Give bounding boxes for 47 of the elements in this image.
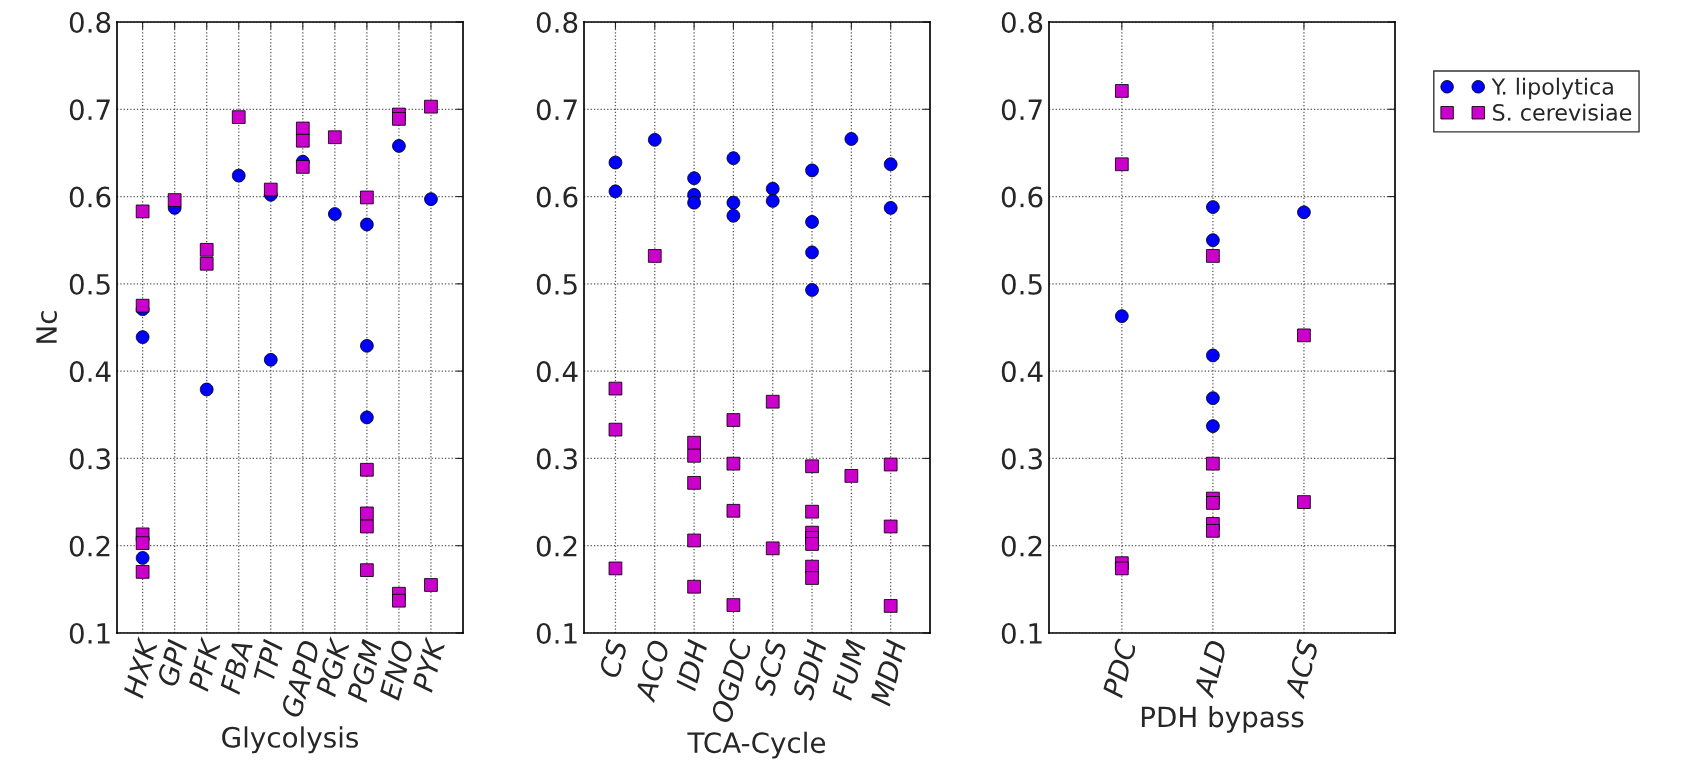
x-tick-label: FBA: [219, 639, 253, 695]
x-tick-label: ACS: [1283, 638, 1319, 700]
x-tick-label: ALD: [1193, 639, 1228, 699]
y-tick-label: 0.2: [69, 535, 110, 557]
legend-label: S. cerevisiae: [1493, 103, 1632, 121]
x-tick-label: MDH: [870, 638, 907, 707]
x-axis-title: Glycolysis: [222, 726, 359, 754]
y-tick-label: 0.8: [1001, 11, 1043, 33]
x-tick-label: TPI: [253, 638, 284, 683]
x-tick-label: OGDC: [710, 638, 753, 724]
x-tick-label: FUM: [831, 638, 867, 701]
y-tick-label: 0.7: [69, 99, 110, 121]
y-tick-label: 0.5: [69, 273, 110, 295]
y-tick-label: 0.2: [1001, 535, 1042, 557]
y-axis-title: Nc: [36, 311, 58, 343]
x-tick-label: GPI: [156, 638, 189, 688]
y-tick-label: 0.3: [1001, 448, 1042, 470]
x-tick-label: IDH: [675, 638, 708, 692]
y-tick-label: 0.5: [536, 273, 577, 295]
x-tick-label: ACO: [634, 639, 671, 704]
x-axis-title: TCA-Cycle: [687, 731, 826, 759]
y-tick-label: 0.8: [69, 11, 111, 33]
y-tick-label: 0.1: [69, 622, 110, 644]
x-axis-title: PDH bypass: [1141, 705, 1304, 733]
x-tick-label: PDC: [1102, 638, 1138, 699]
y-tick-label: 0.7: [1001, 99, 1042, 121]
x-tick-label: CS: [598, 638, 628, 679]
y-tick-label: 0.6: [536, 186, 578, 208]
y-tick-label: 0.7: [536, 99, 577, 121]
y-tick-label: 0.4: [1001, 361, 1043, 383]
legend-label: Y. lipolytica: [1491, 77, 1613, 100]
x-tick-label: HXK: [123, 636, 159, 699]
y-tick-label: 0.6: [69, 186, 111, 208]
x-tick-label: SCS: [753, 638, 788, 697]
x-tick-label: SDH: [791, 638, 828, 702]
y-tick-label: 0.1: [536, 622, 577, 644]
y-tick-label: 0.4: [536, 361, 578, 383]
y-tick-label: 0.6: [1001, 186, 1043, 208]
y-tick-label: 0.2: [536, 535, 577, 557]
y-tick-label: 0.8: [536, 11, 578, 33]
y-tick-label: 0.4: [69, 361, 111, 383]
y-tick-label: 0.3: [536, 448, 577, 470]
x-tick-label: PYK: [412, 636, 446, 693]
y-tick-label: 0.1: [1001, 622, 1042, 644]
y-tick-label: 0.3: [69, 448, 110, 470]
y-tick-label: 0.5: [1001, 273, 1042, 295]
x-tick-label: PFK: [188, 636, 222, 692]
